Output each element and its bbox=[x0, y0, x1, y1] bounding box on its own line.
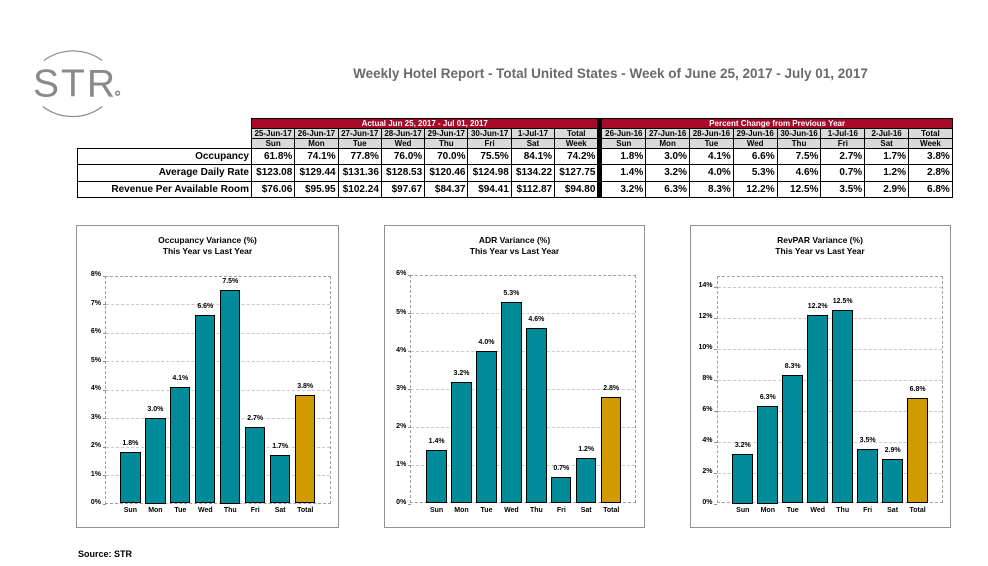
svg-text:STR: STR bbox=[33, 63, 117, 106]
